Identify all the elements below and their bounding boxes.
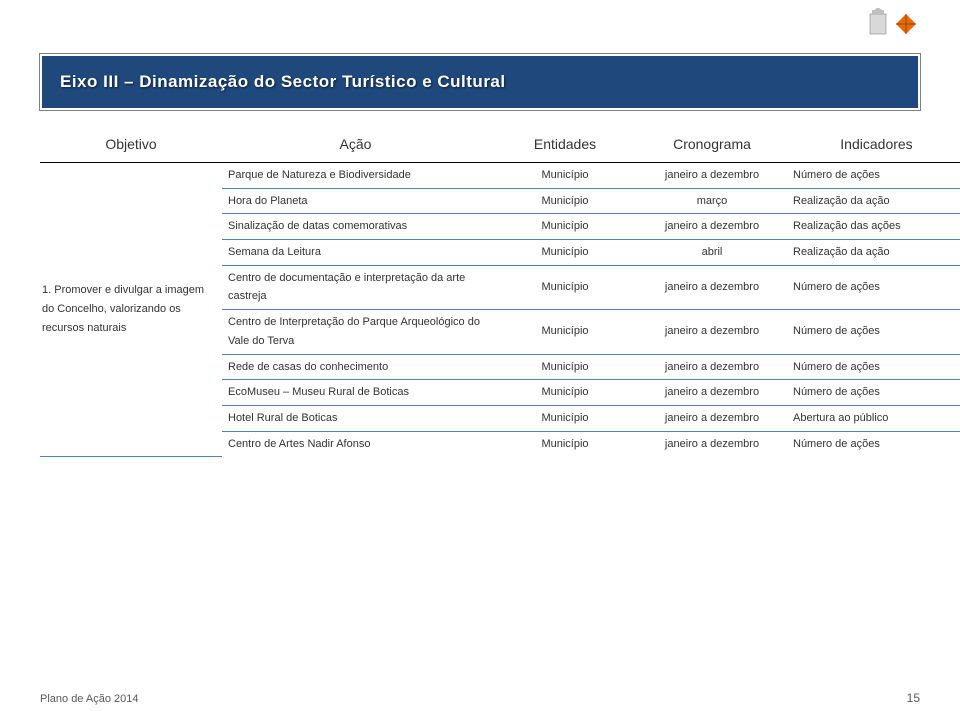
cell-indicador: Realização da ação	[783, 240, 960, 266]
action-plan-table-wrap: Objetivo Ação Entidades Cronograma Indic…	[40, 128, 920, 457]
section-title-banner: Eixo III – Dinamização do Sector Turísti…	[40, 54, 920, 110]
cell-entidades: Município	[489, 380, 641, 406]
cell-acao: Centro de Artes Nadir Afonso	[222, 431, 489, 456]
cell-indicador: Número de ações	[783, 310, 960, 354]
col-header-indicadores: Indicadores	[783, 128, 960, 163]
cell-acao: Centro de Interpretação do Parque Arqueo…	[222, 310, 489, 354]
cell-entidades: Município	[489, 431, 641, 456]
cell-entidades: Município	[489, 310, 641, 354]
cell-acao: Semana da Leitura	[222, 240, 489, 266]
cell-acao: Hotel Rural de Boticas	[222, 405, 489, 431]
cell-entidades: Município	[489, 265, 641, 309]
table-header-row: Objetivo Ação Entidades Cronograma Indic…	[40, 128, 960, 163]
cell-cronograma: janeiro a dezembro	[641, 380, 783, 406]
cell-cronograma: janeiro a dezembro	[641, 214, 783, 240]
cell-cronograma: janeiro a dezembro	[641, 310, 783, 354]
cell-acao: Parque de Natureza e Biodiversidade	[222, 163, 489, 189]
cell-entidades: Município	[489, 214, 641, 240]
cell-entidades: Município	[489, 240, 641, 266]
col-header-objetivo: Objetivo	[40, 128, 222, 163]
cell-acao: Centro de documentação e interpretação d…	[222, 265, 489, 309]
document-page: Eixo III – Dinamização do Sector Turísti…	[0, 0, 960, 711]
col-header-entidades: Entidades	[489, 128, 641, 163]
col-header-cronograma: Cronograma	[641, 128, 783, 163]
cell-cronograma: abril	[641, 240, 783, 266]
cell-indicador: Realização da ação	[783, 188, 960, 214]
cell-indicador: Número de ações	[783, 380, 960, 406]
table-row: 1. Promover e divulgar a imagem do Conce…	[40, 163, 960, 189]
cell-indicador: Número de ações	[783, 265, 960, 309]
cell-cronograma: janeiro a dezembro	[641, 354, 783, 380]
section-title: Eixo III – Dinamização do Sector Turísti…	[60, 72, 900, 92]
page-footer: Plano de Ação 2014 15	[40, 691, 920, 705]
cell-cronograma: março	[641, 188, 783, 214]
footer-plan-label: Plano de Ação 2014	[40, 693, 138, 705]
cell-entidades: Município	[489, 163, 641, 189]
municipality-crest-icon	[860, 8, 920, 40]
cell-indicador: Número de ações	[783, 354, 960, 380]
table-body: 1. Promover e divulgar a imagem do Conce…	[40, 163, 960, 457]
cell-indicador: Realização das ações	[783, 214, 960, 240]
action-plan-table: Objetivo Ação Entidades Cronograma Indic…	[40, 128, 960, 457]
cell-indicador: Número de ações	[783, 431, 960, 456]
cell-cronograma: janeiro a dezembro	[641, 265, 783, 309]
cell-entidades: Município	[489, 405, 641, 431]
cell-entidades: Município	[489, 188, 641, 214]
cell-acao: Hora do Planeta	[222, 188, 489, 214]
cell-acao: Sinalização de datas comemorativas	[222, 214, 489, 240]
cell-indicador: Abertura ao público	[783, 405, 960, 431]
cell-acao: Rede de casas do conhecimento	[222, 354, 489, 380]
cell-acao: EcoMuseu – Museu Rural de Boticas	[222, 380, 489, 406]
col-header-acao: Ação	[222, 128, 489, 163]
cell-objetivo: 1. Promover e divulgar a imagem do Conce…	[40, 163, 222, 457]
cell-cronograma: janeiro a dezembro	[641, 405, 783, 431]
cell-cronograma: janeiro a dezembro	[641, 431, 783, 456]
cell-indicador: Número de ações	[783, 163, 960, 189]
footer-page-number: 15	[907, 691, 920, 705]
cell-entidades: Município	[489, 354, 641, 380]
cell-cronograma: janeiro a dezembro	[641, 163, 783, 189]
